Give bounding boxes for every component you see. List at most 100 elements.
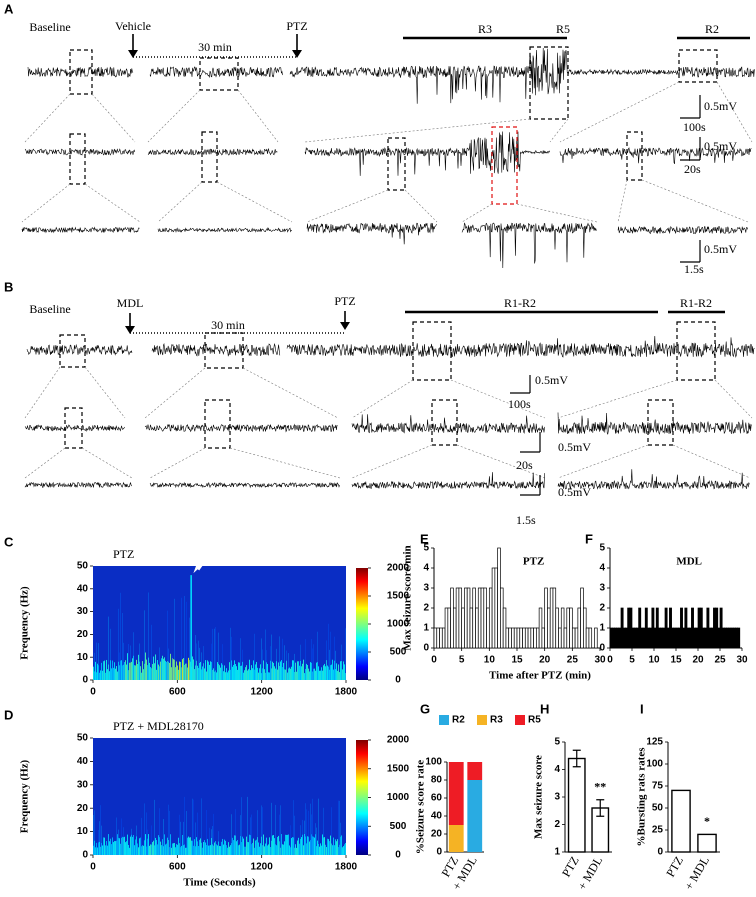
spectrogram	[160, 661, 161, 680]
spectrogram	[230, 845, 231, 855]
spectrogram	[297, 840, 298, 855]
spectrogram	[144, 803, 145, 855]
spectrogram	[123, 827, 124, 855]
spectrogram	[134, 665, 135, 680]
spectrogram	[327, 665, 328, 680]
spectrogram	[148, 592, 149, 680]
y-tick-label: 20	[77, 803, 89, 814]
spectrogram	[193, 799, 194, 855]
spectrogram	[107, 845, 108, 855]
spectrogram	[153, 656, 154, 680]
spectrogram	[265, 629, 266, 680]
spectrogram	[294, 653, 295, 680]
spectrogram	[174, 598, 175, 680]
y-axis-label: Max seizure score/min	[402, 545, 414, 650]
spectrogram	[108, 834, 109, 855]
spectrogram	[105, 672, 106, 680]
spectrogram	[143, 669, 144, 680]
y-tick-label: 40	[77, 583, 89, 594]
y-tick-label: 0	[82, 675, 88, 686]
spectrogram	[231, 636, 232, 680]
bar	[477, 587, 482, 649]
spectrogram	[98, 829, 99, 855]
zoom-box	[626, 131, 643, 181]
spectrogram	[288, 653, 289, 680]
stage-label: R1-R2	[504, 296, 536, 310]
bar	[513, 627, 518, 649]
bar	[588, 627, 593, 649]
zoom-line	[242, 367, 339, 419]
spectrogram	[114, 662, 115, 680]
bar	[574, 627, 579, 649]
zoom-box	[59, 334, 86, 368]
spectrogram	[305, 639, 306, 680]
zoom-line	[306, 189, 389, 223]
zoom-line	[84, 366, 126, 419]
spectrogram	[343, 661, 344, 680]
x-axis-label: Time (Seconds)	[183, 877, 256, 889]
spectrogram	[105, 845, 106, 855]
spectrogram	[142, 661, 143, 680]
spectrogram	[260, 664, 261, 680]
spectrogram	[96, 642, 97, 680]
spectrogram	[220, 667, 221, 680]
bar	[508, 627, 512, 649]
spectrogram	[103, 661, 104, 680]
scale-label: 0.5mV	[704, 139, 737, 153]
treatment-label: MDL	[117, 296, 144, 310]
legend-swatch	[477, 715, 487, 725]
spectrogram	[117, 671, 118, 680]
eeg-trace	[21, 226, 140, 234]
spectrogram	[141, 672, 142, 680]
spectrogram	[110, 838, 111, 855]
chart-title: MDL	[676, 556, 702, 568]
y-tick-label: 3	[599, 583, 605, 594]
spectrogram	[120, 843, 121, 855]
chart-title: PTZ + MDL28170	[113, 719, 204, 733]
injection-label: PTZ	[334, 294, 355, 308]
spectrogram	[256, 839, 257, 855]
spectrogram	[127, 834, 128, 855]
spectrogram	[196, 643, 197, 680]
bar	[511, 627, 515, 649]
spectrogram	[156, 840, 157, 855]
spectrogram	[248, 842, 249, 855]
spectrogram	[322, 670, 323, 680]
arrow-head	[292, 50, 302, 58]
spectrogram	[127, 653, 128, 680]
x-tick-label: 0	[607, 655, 613, 666]
spectrogram	[261, 805, 262, 855]
bar	[458, 587, 463, 649]
colorbar-tick-label: 0	[395, 850, 401, 861]
spectrogram	[218, 831, 219, 855]
x-tick-label: PTZ	[559, 854, 582, 879]
spectrogram	[146, 812, 147, 855]
scale-label: 0.5mV	[558, 440, 591, 454]
spectrogram	[319, 670, 320, 680]
spectrogram	[142, 845, 143, 855]
arrow-head	[125, 326, 135, 334]
spectrogram	[338, 800, 339, 855]
colorbar-tick-label: 500	[390, 647, 407, 658]
spectrogram	[191, 840, 192, 855]
spectrogram	[311, 638, 312, 680]
bar	[697, 833, 717, 853]
spectrogram	[137, 843, 138, 855]
spectrogram	[253, 660, 254, 680]
significance-label: *	[704, 814, 710, 828]
eeg-trace	[27, 66, 134, 78]
spectrogram	[341, 835, 342, 855]
spectrogram	[147, 665, 148, 680]
spectrogram	[330, 631, 331, 680]
spectrogram	[125, 660, 126, 680]
spectrogram	[151, 624, 152, 680]
spectrogram	[292, 660, 293, 680]
bar	[461, 607, 465, 649]
spectrogram	[213, 668, 214, 680]
y-tick-label: 0	[436, 847, 442, 858]
spectrogram	[334, 636, 335, 680]
spectrogram	[163, 819, 164, 855]
spectrogram	[113, 842, 114, 855]
bar	[541, 627, 546, 649]
x-tick-label: 30	[736, 655, 748, 666]
